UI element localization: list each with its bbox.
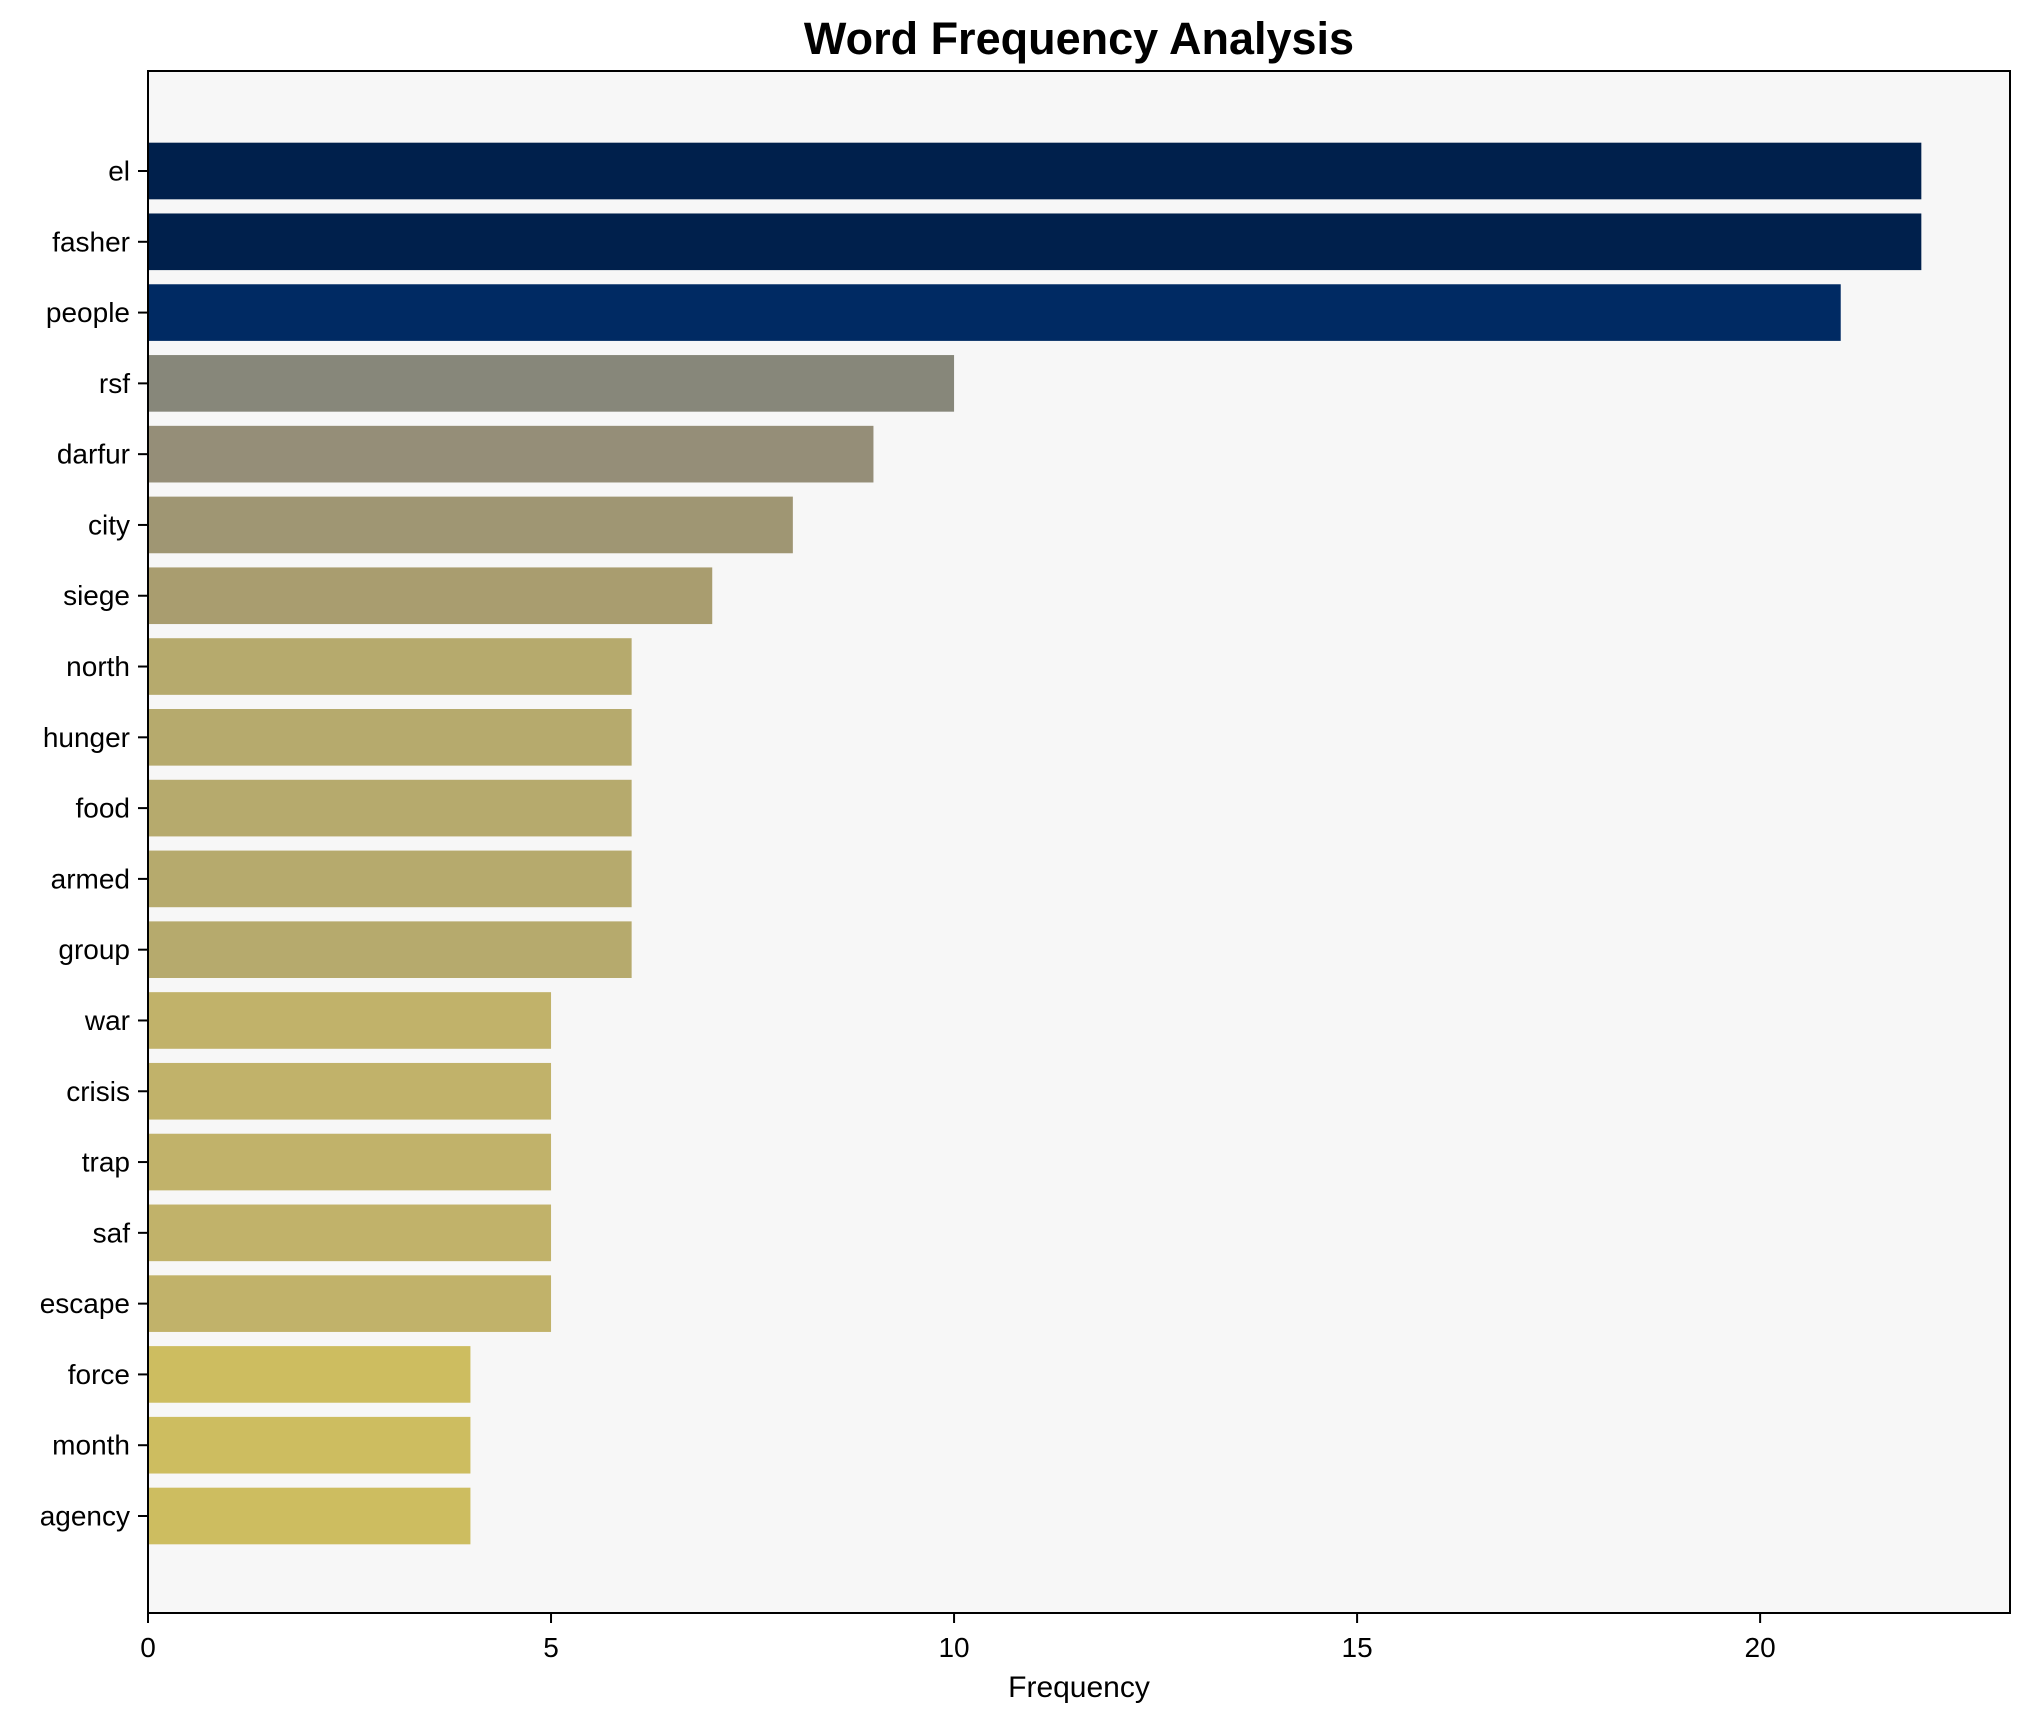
y-tick-label: siege (63, 580, 130, 611)
bar-fasher (148, 213, 1922, 271)
y-tick-label: group (58, 934, 130, 965)
bar-war (148, 992, 552, 1049)
bar-force (148, 1346, 471, 1403)
bar-people (148, 284, 1841, 341)
x-tick-label: 10 (938, 1632, 969, 1663)
bar-north (148, 638, 632, 695)
y-tick-label: el (108, 156, 130, 187)
x-tick-label: 15 (1342, 1632, 1373, 1663)
bar-food (148, 779, 632, 837)
bar-rsf (148, 355, 955, 412)
y-tick-label: people (46, 297, 130, 328)
y-tick-label: force (68, 1359, 130, 1390)
bar-darfur (148, 425, 874, 483)
bars-group (148, 142, 1922, 1545)
bar-siege (148, 567, 713, 625)
y-tick-label: month (52, 1430, 130, 1461)
bar-hunger (148, 709, 632, 766)
bar-el (148, 142, 1922, 200)
bar-crisis (148, 1062, 552, 1120)
y-tick-label: war (84, 1005, 130, 1036)
x-tick-label: 0 (140, 1632, 156, 1663)
y-tick-label: hunger (43, 722, 130, 753)
y-tick-label: trap (82, 1147, 130, 1178)
chart-title: Word Frequency Analysis (804, 13, 1354, 64)
x-tick-label: 5 (543, 1632, 559, 1663)
x-axis-ticks: 0 5 10 15 20 (140, 1613, 1776, 1663)
bar-agency (148, 1487, 471, 1545)
y-tick-label: north (66, 651, 130, 682)
y-tick-label: escape (40, 1288, 130, 1319)
y-axis-ticks: el fasher people rsf darfur city siege north hun… (40, 156, 148, 1532)
y-tick-label: armed (51, 863, 130, 894)
plot-frame (147, 70, 2011, 1614)
x-tick-label: 20 (1745, 1632, 1776, 1663)
bar-group (148, 921, 632, 978)
y-tick-label: saf (93, 1217, 131, 1248)
bar-saf (148, 1204, 552, 1262)
x-axis-label: Frequency (1008, 1671, 1150, 1704)
bar-escape (148, 1275, 552, 1332)
y-tick-label: city (88, 509, 130, 540)
y-tick-label: crisis (66, 1076, 130, 1107)
y-tick-label: darfur (57, 439, 130, 470)
bar-armed (148, 850, 632, 908)
bar-city (148, 496, 793, 554)
y-tick-label: food (76, 793, 131, 824)
y-tick-label: fasher (52, 226, 130, 257)
bar-month (148, 1416, 471, 1474)
y-tick-label: agency (40, 1501, 130, 1532)
bar-trap (148, 1133, 552, 1191)
y-tick-label: rsf (99, 368, 130, 399)
